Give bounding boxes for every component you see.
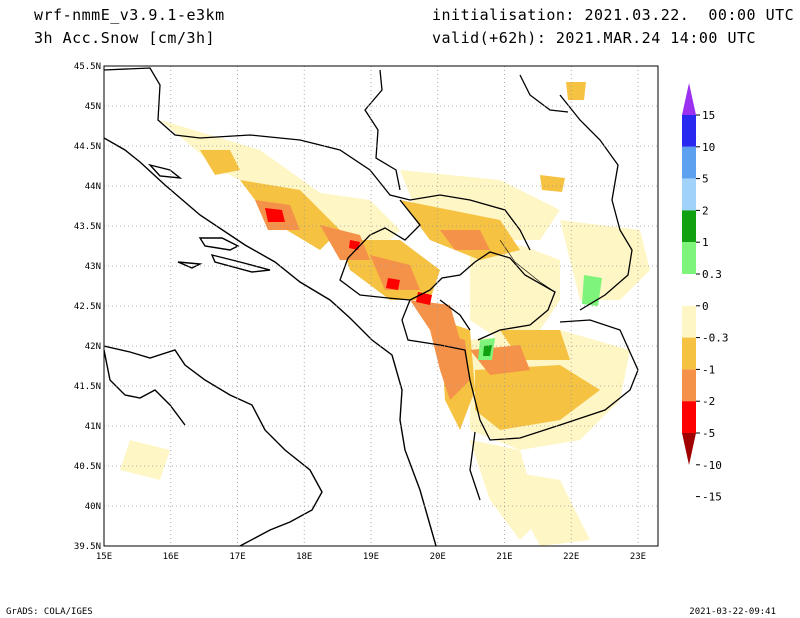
colorbar-swatch (682, 305, 696, 338)
lat-tick-label: 40N (85, 502, 101, 512)
colorbar-label: -15 (702, 491, 722, 504)
lon-tick-label: 20E (430, 552, 446, 562)
lat-tick-label: 41N (85, 422, 101, 432)
lon-tick-label: 16E (163, 552, 179, 562)
colorbar-swatch (682, 146, 696, 179)
lat-tick-label: 39.5N (74, 542, 101, 552)
lat-tick-label: 45N (85, 102, 101, 112)
colorbar-bottom-arrow (682, 433, 696, 465)
colorbar-label: -2 (702, 395, 715, 408)
map-border (103, 65, 659, 547)
colorbar-swatch (682, 337, 696, 370)
colorbar-label: 0.3 (702, 268, 722, 281)
lat-tick-label: 41.5N (74, 382, 101, 392)
lat-tick-label: 44N (85, 182, 101, 192)
lat-tick-label: 42.5N (74, 302, 101, 312)
lat-tick-label: 43.5N (74, 222, 101, 232)
colorbar-label: -10 (702, 459, 722, 472)
colorbar-swatch (682, 274, 696, 306)
colorbar-swatch (682, 210, 696, 243)
lon-tick-label: 23E (630, 552, 646, 562)
lat-tick-label: 42N (85, 342, 101, 352)
lat-tick-labels: 39.5N 40N 40.5N 41N 41.5N 42N 42.5N 43N 43.5N 44N… (74, 62, 101, 552)
colorbar-label: -1 (702, 363, 715, 376)
colorbar-label: 5 (702, 173, 709, 186)
lon-tick-label: 15E (96, 552, 112, 562)
footer-software: GrADS: COLA/IGES (6, 607, 93, 617)
model-title: wrf-nmmE_v3.9.1-e3km (34, 6, 225, 24)
coastlines (104, 137, 437, 546)
colorbar-label: -0.3 (702, 332, 729, 345)
lon-tick-label: 18E (296, 552, 312, 562)
country-borders (104, 67, 639, 501)
colorbar-label: 15 (702, 109, 715, 122)
lon-tick-label: 19E (363, 552, 379, 562)
colorbar: 15 10 5 2 1 0.3 0 -0.3 -1 -2 -5 -10 -15 (682, 83, 729, 504)
colorbar-swatch (682, 178, 696, 211)
colorbar-swatch (682, 401, 696, 433)
lat-tick-label: 44.5N (74, 142, 101, 152)
colorbar-label: 0 (702, 300, 709, 313)
init-time: initialisation: 2021.03.22. 00:00 UTC (432, 6, 795, 24)
grid-lines (104, 66, 658, 546)
snow-layer-heavy (255, 200, 530, 400)
lat-tick-label: 40.5N (74, 462, 101, 472)
lon-tick-labels: 15E 16E 17E 18E 19E 20E 21E 22E 23E (96, 552, 646, 562)
colorbar-top-arrow (682, 83, 696, 115)
lat-tick-label: 43N (85, 262, 101, 272)
colorbar-label: 1 (702, 236, 709, 249)
colorbar-label: 10 (702, 141, 715, 154)
colorbar-swatch (682, 242, 696, 274)
lon-tick-label: 21E (496, 552, 512, 562)
lat-tick-label: 45.5N (74, 62, 101, 72)
colorbar-label: -5 (702, 427, 715, 440)
snow-layer-darkgreen (483, 345, 492, 356)
lon-tick-label: 22E (563, 552, 579, 562)
variable-title: 3h Acc.Snow [cm/3h] (34, 29, 216, 47)
valid-time: valid(+62h): 2021.MAR.24 14:00 UTC (432, 29, 757, 47)
colorbar-label: 2 (702, 204, 709, 217)
lon-tick-label: 17E (229, 552, 245, 562)
footer-timestamp: 2021-03-22-09:41 (689, 607, 776, 617)
colorbar-swatch (682, 369, 696, 402)
colorbar-swatch (682, 115, 696, 147)
region-borders (499, 239, 556, 293)
